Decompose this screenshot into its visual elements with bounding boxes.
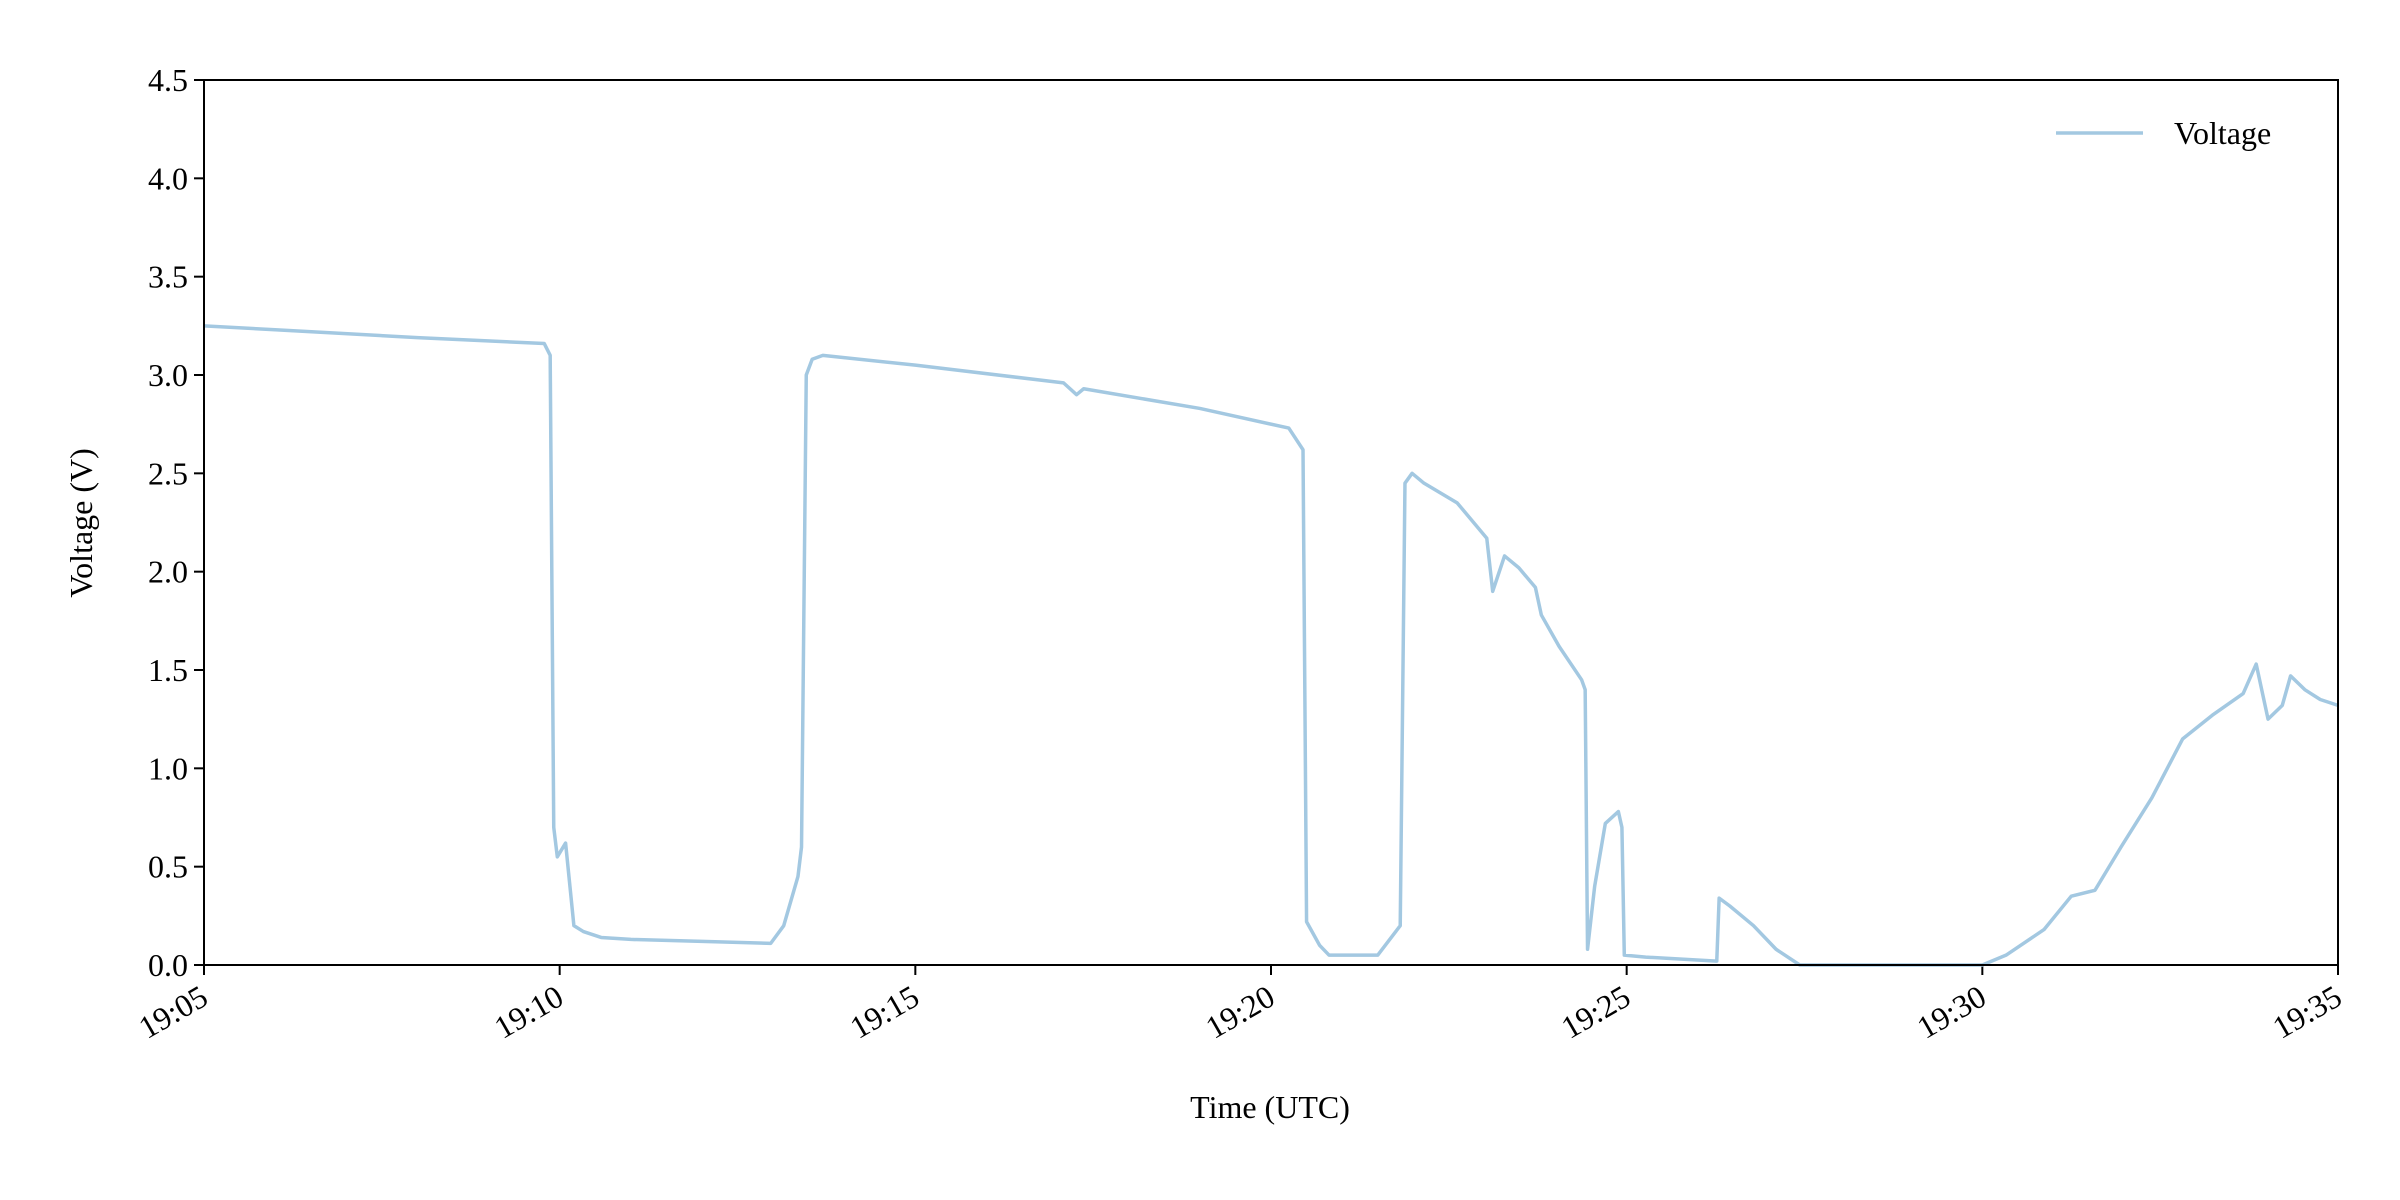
y-tick-label: 0.5 [148,849,188,885]
y-tick-label: 1.0 [148,750,188,786]
x-tick-label: 19:30 [1911,978,1992,1046]
legend-label: Voltage [2174,115,2271,151]
x-axis-label: Time (UTC) [1190,1089,1350,1125]
x-tick-label: 19:35 [2266,978,2347,1046]
x-tick-label: 19:15 [844,978,925,1046]
data-line [203,324,2339,967]
x-tick-label: 19:20 [1199,978,1280,1046]
y-tick-label: 0.0 [148,947,188,983]
y-tick-label: 4.0 [148,160,188,196]
y-axis-label: Voltage (V) [63,448,99,598]
x-tick-label: 19:10 [488,978,569,1046]
y-tick-label: 2.0 [148,554,188,590]
plot-frame [203,79,2339,966]
y-tick-label: 2.5 [148,455,188,491]
y-tick-label: 3.5 [148,259,188,295]
y-tick-label: 1.5 [148,652,188,688]
x-tick-label: 19:05 [132,978,213,1046]
x-tick-label: 19:25 [1555,978,1636,1046]
y-tick-label: 3.0 [148,357,188,393]
y-tick-label: 4.5 [148,62,188,98]
